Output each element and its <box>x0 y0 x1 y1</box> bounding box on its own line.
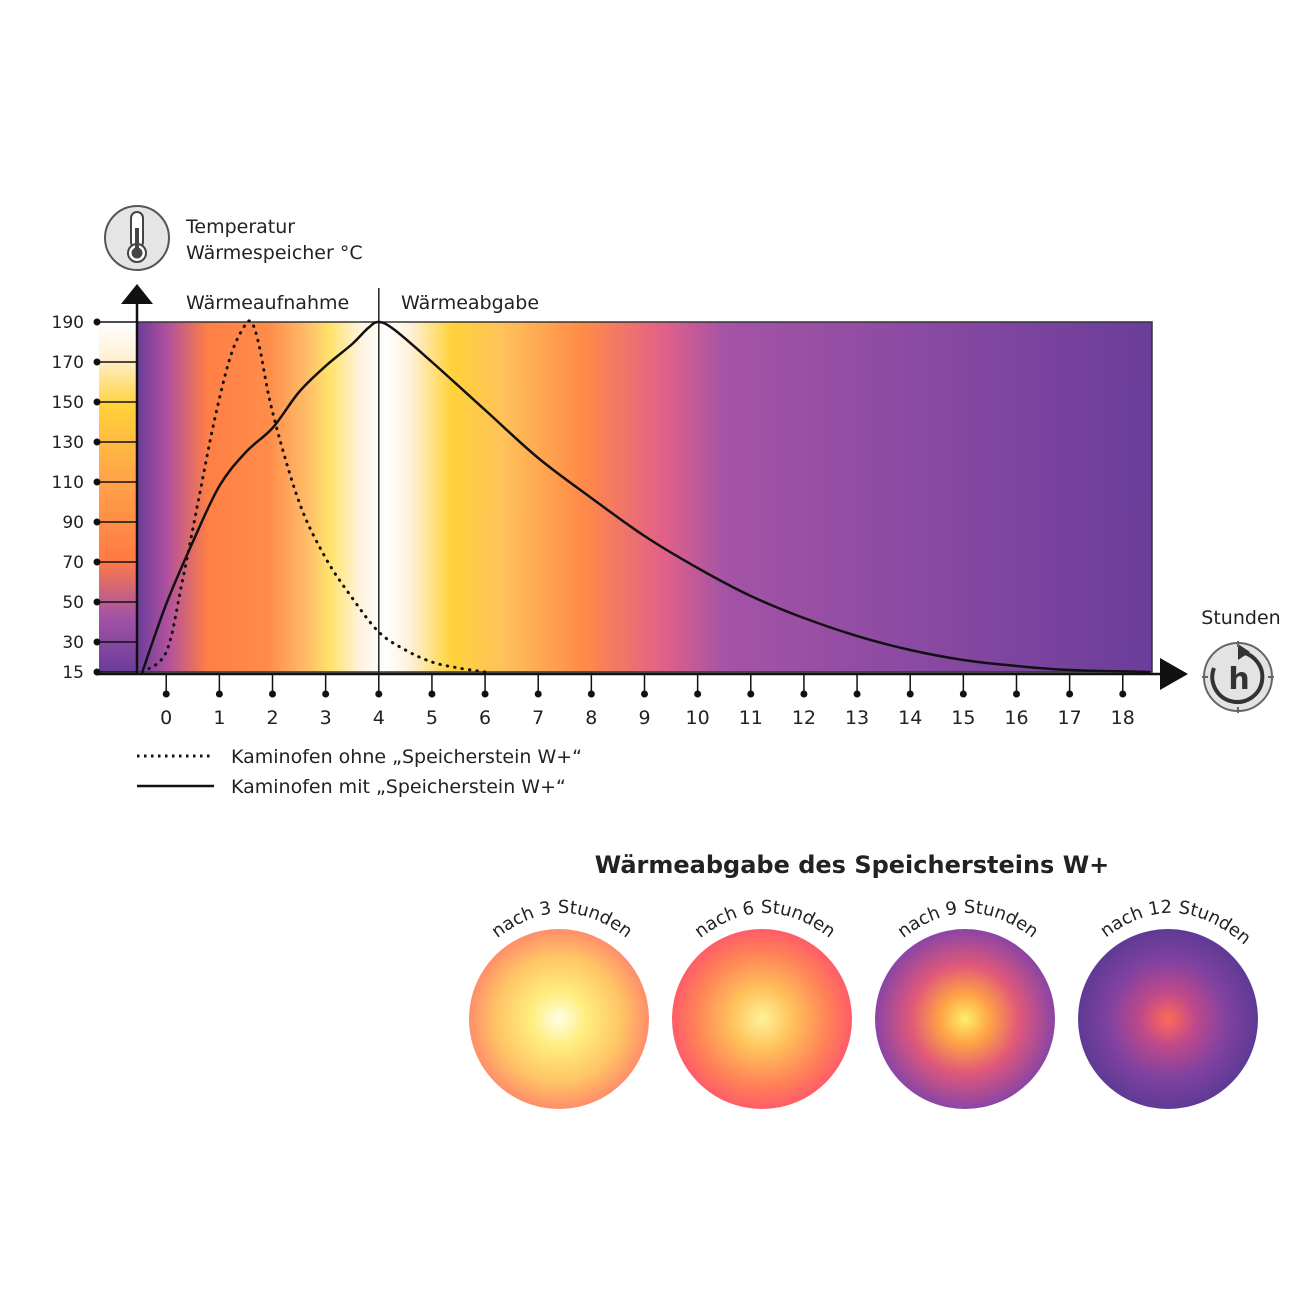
x-tick-label: 3 <box>320 707 332 729</box>
y-tick-label: 130 <box>52 433 84 453</box>
x-tick-label: 15 <box>951 707 975 729</box>
y-tick-label: 30 <box>62 633 84 653</box>
y-tick-dot <box>93 398 101 406</box>
x-tick-label: 14 <box>898 707 922 729</box>
y-axis-arrowhead <box>121 284 153 304</box>
x-tick-dot <box>322 690 330 698</box>
temperature-color-scale <box>99 322 137 672</box>
x-tick-dot <box>1066 690 1074 698</box>
y-tick-label: 110 <box>52 473 84 493</box>
y-tick-dot <box>93 558 101 566</box>
y-tick-dot <box>93 638 101 646</box>
y-tick-label: 90 <box>62 513 84 533</box>
series-line-without-storage <box>140 319 487 674</box>
y-tick-label: 50 <box>62 593 84 613</box>
x-tick-label: 7 <box>532 707 544 729</box>
y-tick-dot <box>93 598 101 606</box>
x-tick-dot <box>800 690 808 698</box>
x-tick-dot <box>906 690 914 698</box>
y-tick-label: 15 <box>62 663 84 683</box>
x-tick-dot <box>641 690 648 698</box>
x-tick-label: 8 <box>585 707 597 729</box>
y-tick-label: 70 <box>62 553 84 573</box>
x-tick-label: 11 <box>739 707 763 729</box>
x-tick-label: 16 <box>1004 707 1028 729</box>
x-tick-dot <box>1012 690 1020 698</box>
x-tick-dot <box>269 690 277 698</box>
y-tick-label: 170 <box>52 353 84 373</box>
x-tick-label: 9 <box>638 707 650 729</box>
x-tick-label: 0 <box>160 707 172 729</box>
heat-circle-12h: nach 12 Stunden <box>1078 897 1258 1109</box>
legend-label-without: Kaminofen ohne „Speicherstein W+“ <box>231 746 582 768</box>
series-line-with-storage <box>141 320 1151 674</box>
heat-circle-9h: nach 9 Stunden <box>875 897 1055 1109</box>
x-tick-label: 12 <box>792 707 816 729</box>
x-tick-dot <box>694 690 702 698</box>
thermometer-icon <box>104 205 170 271</box>
y-tick-label: 150 <box>52 393 84 413</box>
x-tick-dot <box>375 690 383 698</box>
x-tick-label: 10 <box>686 707 710 729</box>
y-axis-title-line2: Wärmespeicher °C <box>186 242 363 264</box>
x-tick-dot <box>481 690 489 698</box>
x-tick-label: 13 <box>845 707 869 729</box>
x-tick-label: 4 <box>373 707 385 729</box>
x-axis-arrowhead <box>1160 658 1188 690</box>
x-tick-label: 6 <box>479 707 491 729</box>
legend-label-with: Kaminofen mit „Speicherstein W+“ <box>231 776 566 798</box>
x-tick-label: 17 <box>1058 707 1082 729</box>
y-tick-label: 190 <box>52 313 84 333</box>
plot-background <box>136 321 1153 673</box>
x-tick-dot <box>747 690 755 698</box>
y-tick-dot <box>93 438 101 446</box>
x-tick-dot <box>534 690 542 698</box>
heat-circle-6h: nach 6 Stunden <box>672 897 852 1109</box>
y-tick-dot <box>93 478 101 486</box>
x-tick-dot <box>1119 690 1127 698</box>
x-tick-dot <box>853 690 861 698</box>
x-tick-dot <box>215 690 223 698</box>
x-tick-label: 5 <box>426 707 438 729</box>
x-tick-dot <box>162 690 170 698</box>
x-tick-label: 1 <box>213 707 225 729</box>
circles-heading: Wärmeabgabe des Speichersteins W+ <box>595 851 1110 879</box>
x-tick-dot <box>587 690 595 698</box>
clock-hours-icon: h <box>1202 641 1274 713</box>
y-tick-dot <box>93 668 101 676</box>
y-axis-title-line1: Temperatur <box>185 216 295 238</box>
y-tick-dot <box>93 318 101 326</box>
phase-label-release: Wärmeabgabe <box>401 292 539 314</box>
x-tick-dot <box>428 690 436 698</box>
x-tick-dot <box>959 690 967 698</box>
x-axis-title: Stunden <box>1201 607 1280 629</box>
heat-circle-3h: nach 3 Stunden <box>469 897 649 1109</box>
legend: Kaminofen ohne „Speicherstein W+“ Kamino… <box>137 746 582 798</box>
x-tick-label: 18 <box>1111 707 1135 729</box>
clock-letter: h <box>1228 662 1249 697</box>
y-tick-dot <box>93 518 101 526</box>
phase-label-heating: Wärmeaufnahme <box>186 292 349 314</box>
x-tick-label: 2 <box>266 707 278 729</box>
y-tick-dot <box>93 358 101 366</box>
